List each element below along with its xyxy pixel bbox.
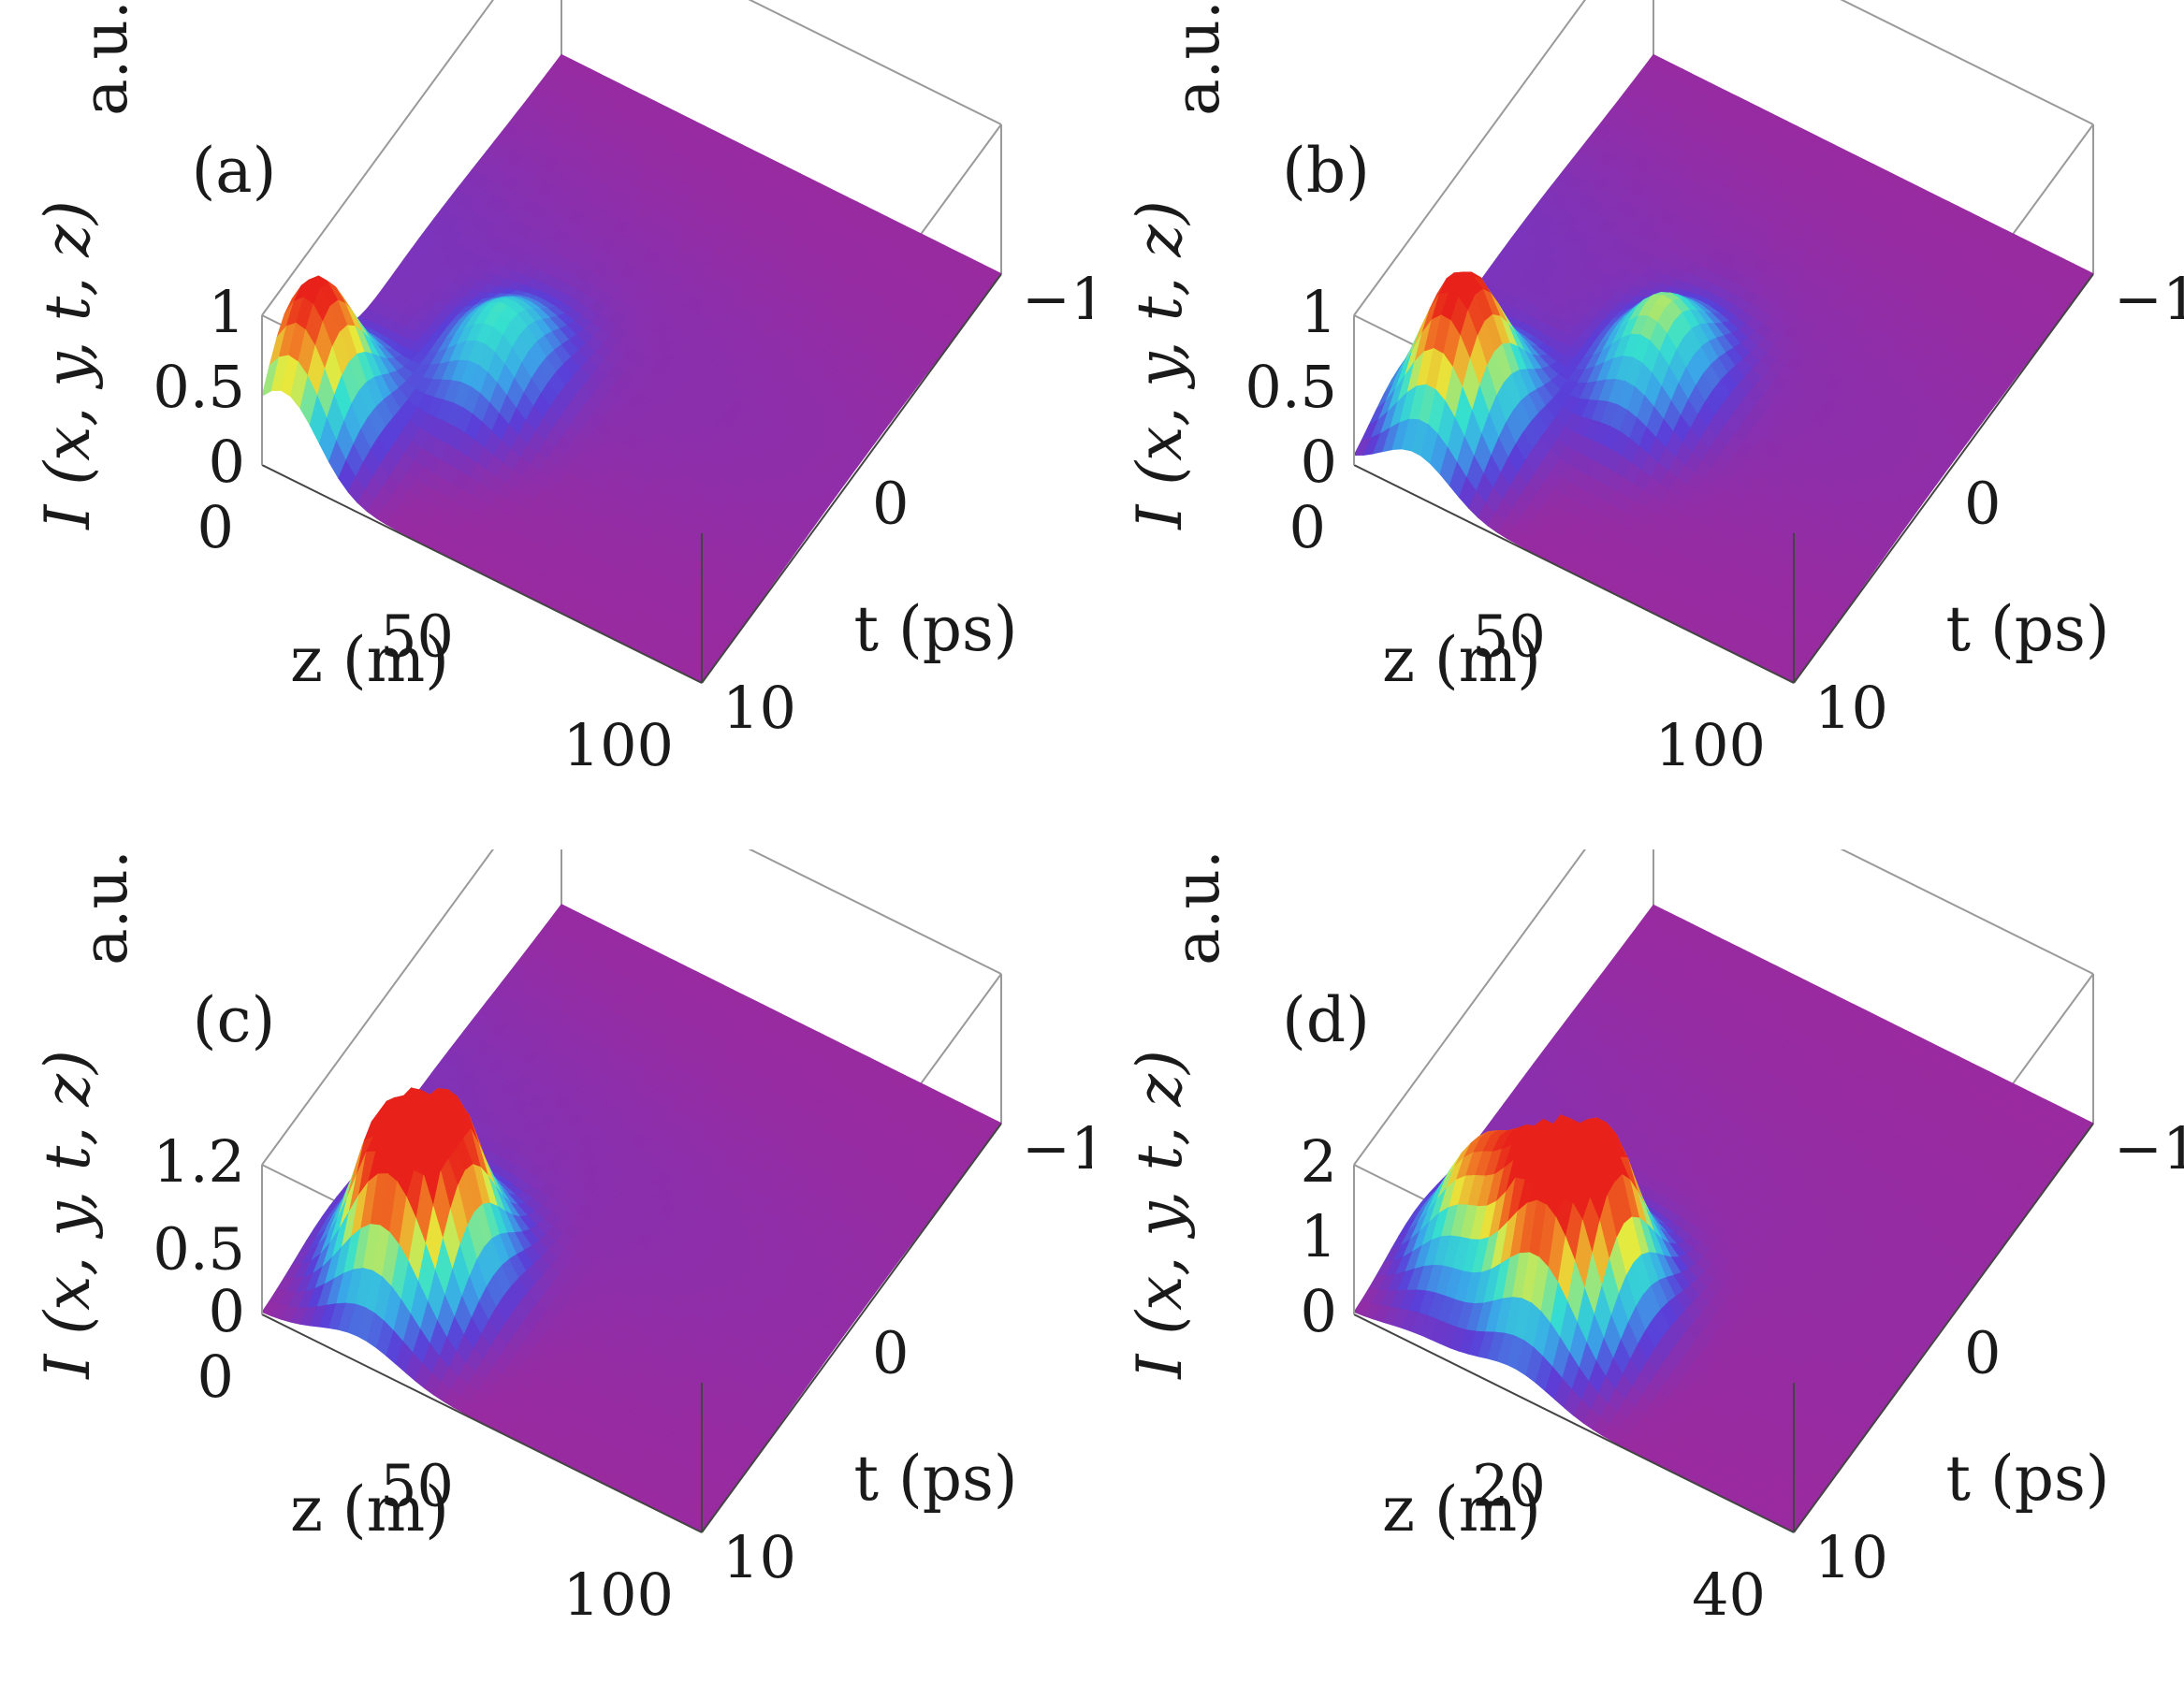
z-tick-label: 2	[1301, 1127, 1337, 1196]
y-tick-label: 0	[1964, 470, 2001, 538]
front-edges	[261, 1123, 1002, 1533]
x-tick-label: 100	[563, 1560, 674, 1629]
intensity-axis-title: I (x, y, t, z)	[32, 200, 104, 530]
x-tick-label: 100	[563, 711, 674, 779]
y-tick-label: −10	[1022, 1114, 1092, 1183]
y-tick-label: 10	[1814, 1523, 1888, 1591]
y-axis-title: t (ps)	[1945, 593, 2109, 665]
surface	[261, 904, 1002, 1533]
y-tick-label: 0	[872, 470, 909, 538]
y-tick-label: 10	[1814, 674, 1888, 742]
panel-label: (a)	[192, 135, 277, 207]
x-tick-label: 0	[197, 493, 234, 561]
z-tick-label: 0	[1301, 428, 1337, 496]
unit-label: a.u.	[69, 849, 141, 965]
intensity-axis-title: I (x, y, t, z)	[1124, 200, 1196, 530]
panel-label: (c)	[193, 984, 275, 1056]
front-edges	[1353, 273, 2094, 684]
z-tick-label: 0.5	[153, 353, 245, 421]
z-tick-label: 1	[209, 278, 245, 346]
z-tick-label: 1	[1301, 278, 1337, 346]
z-tick-label: 0	[1301, 1277, 1337, 1345]
z-tick-label: 1.2	[153, 1127, 245, 1196]
x-axis-title: z (m)	[1382, 624, 1541, 696]
y-axis-title: t (ps)	[853, 1443, 1017, 1515]
y-axis-title: t (ps)	[853, 593, 1017, 665]
y-tick-label: −10	[1022, 265, 1092, 333]
unit-label: a.u.	[1161, 849, 1233, 965]
panel-label: (d)	[1282, 984, 1370, 1056]
unit-label: a.u.	[1161, 0, 1233, 116]
x-tick-label: 0	[197, 1342, 234, 1411]
x-tick-label: 50	[1472, 602, 1546, 671]
x-tick-label: 100	[1655, 711, 1766, 779]
y-tick-label: 0	[1964, 1319, 2001, 1387]
unit-label: a.u.	[69, 0, 141, 116]
y-tick-label: 0	[872, 1319, 909, 1387]
x-tick-label: 50	[380, 1452, 454, 1520]
front-edges	[1353, 1123, 2094, 1533]
x-tick-label: 0	[1289, 493, 1326, 561]
y-tick-label: −10	[2114, 265, 2184, 333]
z-tick-label: 0	[209, 428, 245, 496]
front-edges	[261, 273, 1002, 684]
x-tick-label: 40	[1692, 1560, 1766, 1629]
x-axis-title: z (m)	[290, 624, 449, 696]
x-axis-title: z (m)	[290, 1473, 449, 1546]
x-tick-label: 50	[380, 602, 454, 671]
z-tick-label: 0	[209, 1277, 245, 1345]
chart-panel-d: (d) a.u. 0 12 I (x, y, t, z) 20 40 z (m) −10 0 10 t…	[1124, 849, 2184, 1629]
x-axis-title: z (m)	[1382, 1473, 1541, 1546]
surface	[1353, 904, 2094, 1533]
intensity-axis-title: I (x, y, t, z)	[32, 1050, 104, 1379]
x-tick-label: 20	[1472, 1452, 1546, 1520]
z-tick-label: 1	[1301, 1202, 1337, 1270]
surface	[1353, 53, 2094, 684]
z-tick-label: 0.5	[1245, 353, 1337, 421]
y-tick-label: 10	[722, 1523, 796, 1591]
panel-label: (b)	[1282, 135, 1370, 207]
y-tick-label: 10	[722, 674, 796, 742]
y-axis-title: t (ps)	[1945, 1443, 2109, 1515]
y-tick-label: −10	[2114, 1114, 2184, 1183]
z-tick-label: 0.5	[153, 1214, 245, 1283]
intensity-axis-title: I (x, y, t, z)	[1124, 1050, 1196, 1379]
surface	[261, 53, 1002, 684]
